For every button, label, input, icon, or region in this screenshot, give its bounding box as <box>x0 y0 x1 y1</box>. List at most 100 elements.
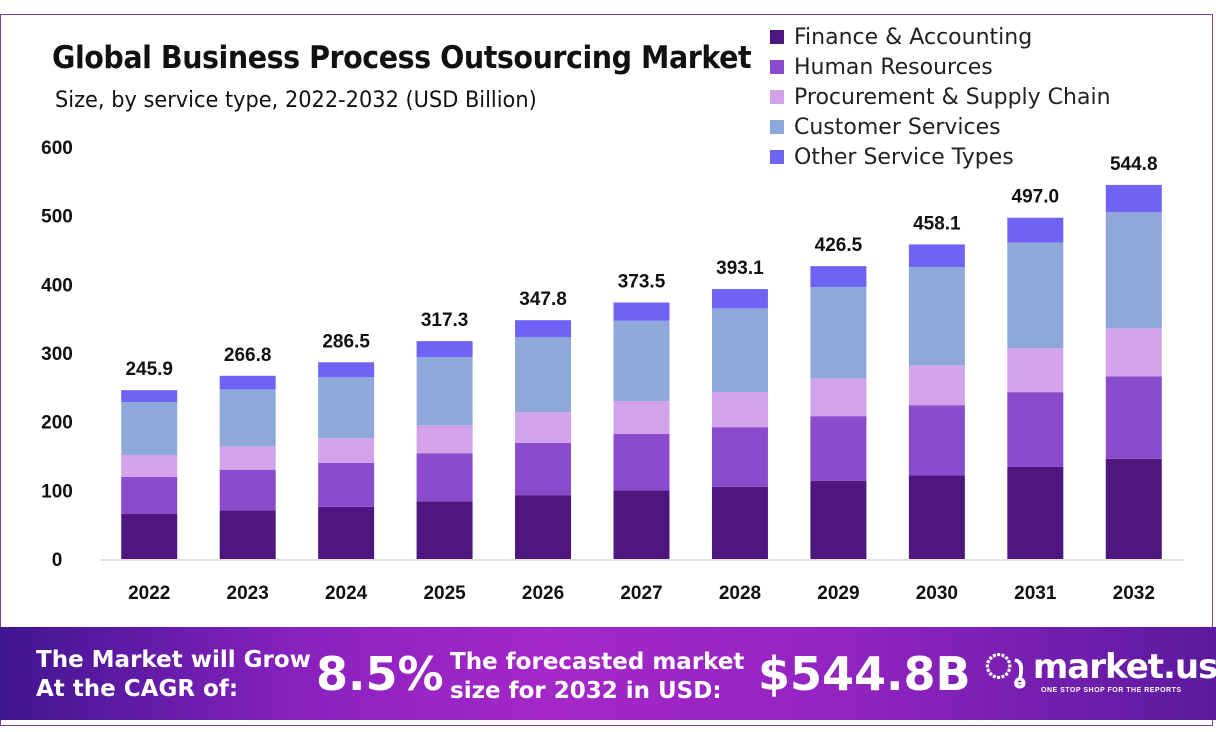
legend-item: Human Resources <box>770 52 1111 82</box>
bar-segment-human-resources <box>318 462 375 507</box>
bar-segment-other-service-types <box>318 362 375 378</box>
legend-label: Human Resources <box>794 54 993 80</box>
bar-segment-human-resources <box>1007 392 1064 467</box>
x-tick-label: 2026 <box>522 583 564 604</box>
bar-segment-other-service-types <box>810 266 867 288</box>
cagr-label-line2: At the CAGR of: <box>36 676 239 702</box>
legend-label: Customer Services <box>794 114 1001 140</box>
bar-total-label: 317.3 <box>421 310 469 331</box>
bar-segment-customer-services <box>613 320 670 402</box>
bar-segment-other-service-types <box>515 320 572 338</box>
bar-segment-other-service-types <box>613 302 670 321</box>
legend-swatch <box>770 60 784 74</box>
bar-segment-human-resources <box>416 453 473 502</box>
bar-segment-customer-services <box>318 377 375 439</box>
bar-segment-customer-services <box>1007 242 1064 349</box>
bar-segment-procurement-supply-chain <box>1105 328 1162 377</box>
bar-segment-procurement-supply-chain <box>908 365 965 406</box>
bar-segment-other-service-types <box>908 244 965 268</box>
logo-icon: ൂ <box>985 647 1025 686</box>
bar-total-label: 266.8 <box>224 345 272 366</box>
bar-segment-procurement-supply-chain <box>318 438 375 463</box>
bar-total-label: 245.9 <box>125 359 173 380</box>
bar-segment-finance-accounting <box>810 480 867 559</box>
bar-segment-finance-accounting <box>318 506 375 559</box>
x-tick-label: 2029 <box>817 583 859 604</box>
bar-segment-customer-services <box>219 389 276 447</box>
chart-subtitle: Size, by service type, 2022-2032 (USD Bi… <box>55 88 537 113</box>
market-us-logo: ൂ market.us ONE STOP SHOP FOR THE REPORT… <box>985 647 1216 694</box>
x-tick-label: 2028 <box>719 583 761 604</box>
x-tick-label: 2025 <box>423 583 466 604</box>
bar-segment-procurement-supply-chain <box>416 425 473 454</box>
bar-segment-human-resources <box>711 427 768 487</box>
cagr-value: 8.5% <box>316 647 444 701</box>
bar-segment-procurement-supply-chain <box>515 412 572 443</box>
logo-tagline: ONE STOP SHOP FOR THE REPORTS <box>1041 687 1182 694</box>
legend-item: Customer Services <box>770 112 1111 142</box>
logo-name: market.us <box>1032 647 1216 687</box>
x-tick-label: 2024 <box>325 583 368 604</box>
legend-label: Finance & Accounting <box>794 24 1033 50</box>
summary-banner: The Market will Grow At the CAGR of: 8.5… <box>0 627 1216 720</box>
x-tick-label: 2031 <box>1014 583 1057 604</box>
y-tick-label: 500 <box>41 207 73 228</box>
legend-swatch <box>770 120 784 134</box>
bar-segment-customer-services <box>1105 212 1162 329</box>
bar-chart: 0 100 200 300 400 500 600 245.9 2022 266.8 2023 286… <box>41 138 1183 604</box>
bar-segment-customer-services <box>121 402 178 455</box>
bar-total-label: 286.5 <box>322 331 370 352</box>
bar-segment-customer-services <box>515 337 572 413</box>
bar-segment-procurement-supply-chain <box>219 446 276 470</box>
bar-segment-other-service-types <box>219 375 276 390</box>
bar-segment-human-resources <box>613 434 670 491</box>
bar-segment-finance-accounting <box>121 514 178 559</box>
legend-swatch <box>770 90 784 104</box>
bar-segment-procurement-supply-chain <box>1007 348 1064 393</box>
bar-segment-finance-accounting <box>219 510 276 559</box>
y-tick-label: 200 <box>41 413 73 434</box>
bar-segment-procurement-supply-chain <box>121 454 178 477</box>
bar-segment-finance-accounting <box>1105 458 1162 559</box>
y-tick-label: 400 <box>41 275 73 296</box>
legend-item: Other Service Types <box>770 142 1111 172</box>
bar-total-label: 347.8 <box>519 289 567 310</box>
forecast-label: The forecasted market size for 2032 in U… <box>450 648 744 706</box>
bar-segment-customer-services <box>908 267 965 366</box>
bar-segment-human-resources <box>908 405 965 476</box>
bar-segment-human-resources <box>121 476 178 515</box>
chart-frame <box>0 14 1213 726</box>
bar-total-label: 373.5 <box>618 272 666 293</box>
forecast-value: $544.8B <box>758 647 971 701</box>
chart-title: Global Business Process Outsourcing Mark… <box>52 40 752 76</box>
bar-segment-finance-accounting <box>1007 466 1064 559</box>
bar-segment-finance-accounting <box>613 490 670 559</box>
bar-segment-procurement-supply-chain <box>711 392 768 428</box>
bar-segment-finance-accounting <box>908 475 965 559</box>
bar-segment-human-resources <box>515 442 572 496</box>
legend-item: Finance & Accounting <box>770 22 1111 52</box>
x-tick-label: 2027 <box>620 583 662 604</box>
bar-total-label: 393.1 <box>716 258 764 279</box>
bar-segment-procurement-supply-chain <box>613 401 670 435</box>
bar-total-label: 544.8 <box>1110 154 1158 175</box>
y-tick-label: 600 <box>41 138 73 159</box>
bar-segment-other-service-types <box>711 289 768 309</box>
bar-segment-finance-accounting <box>416 501 473 559</box>
x-tick-label: 2030 <box>916 583 958 604</box>
bar-total-label: 426.5 <box>815 235 863 256</box>
legend-swatch <box>770 150 784 164</box>
bar-segment-other-service-types <box>416 341 473 358</box>
bar-segment-customer-services <box>711 308 768 393</box>
cagr-label: The Market will Grow At the CAGR of: <box>36 646 311 704</box>
legend-item: Procurement & Supply Chain <box>770 82 1111 112</box>
bar-segment-human-resources <box>1105 376 1162 459</box>
bar-segment-customer-services <box>810 287 867 379</box>
x-tick-label: 2032 <box>1113 583 1155 604</box>
y-tick-label: 300 <box>41 344 73 365</box>
bar-segment-finance-accounting <box>515 495 572 559</box>
bar-segment-other-service-types <box>1105 184 1162 213</box>
y-tick-label: 0 <box>52 550 63 571</box>
bar-total-label: 497.0 <box>1012 187 1060 208</box>
bar-segment-other-service-types <box>121 390 178 403</box>
